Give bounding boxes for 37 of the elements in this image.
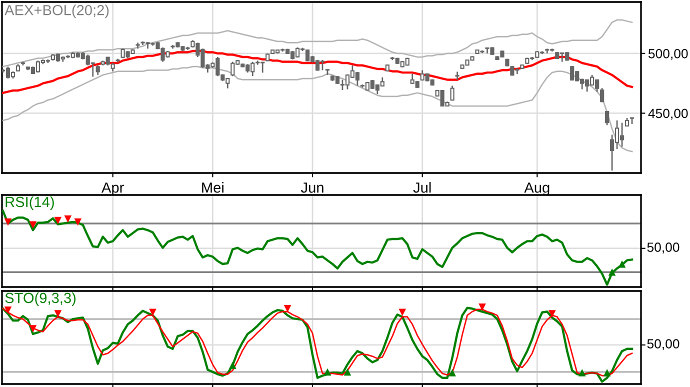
x-tick-label: Jul [413,182,431,193]
line-series [2,19,633,68]
point [4,218,12,226]
x-tick-label: Jun [300,182,324,193]
point [398,308,406,316]
point [284,304,292,312]
point [324,368,332,376]
point [54,216,62,224]
point [608,268,616,276]
line-series [2,50,634,94]
point [228,362,236,369]
point [29,325,37,332]
point [64,215,72,223]
point [344,368,352,376]
point [478,303,486,311]
x-tick-label: Apr [102,182,124,196]
candlestick [600,87,604,103]
candlestick [96,64,100,76]
candlestick [455,71,460,81]
line-series [2,66,633,152]
point [4,306,12,314]
point [603,369,611,376]
text: 50,00 [647,339,680,350]
point [29,221,37,229]
text: 50,00 [647,242,680,254]
y-tick-label: 500,00 [648,48,688,60]
candlestick [605,110,610,126]
chart-title: RSI(14) [6,196,54,210]
y-tick-label: 450,00 [648,108,688,120]
point [74,218,82,226]
point [548,310,556,318]
chart-title: STO(9,3,3) [5,292,76,306]
point [578,369,586,376]
x-tick-label: Mei [202,182,224,193]
candlestick [450,85,454,102]
chart-title: AEX+BOL(20;2) [4,4,109,18]
point [448,369,456,376]
